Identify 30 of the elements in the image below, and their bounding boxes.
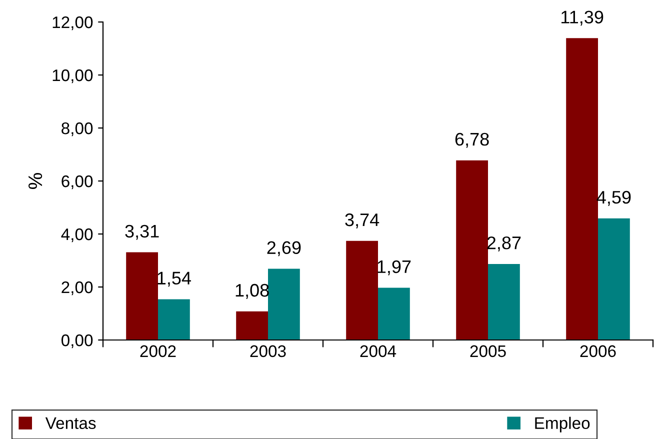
data-label: 3,74 bbox=[345, 213, 380, 228]
bar bbox=[268, 268, 300, 340]
bar bbox=[236, 311, 268, 340]
x-tick-label: 2003 bbox=[250, 345, 286, 358]
y-tick-label: 6,00 bbox=[62, 175, 93, 190]
legend-label: Ventas bbox=[45, 417, 96, 430]
y-tick-label: 4,00 bbox=[61, 228, 93, 242]
x-tick-label: 2005 bbox=[470, 345, 506, 358]
y-tick-label: 2,00 bbox=[62, 281, 93, 296]
bar bbox=[126, 252, 158, 340]
bar bbox=[566, 38, 598, 340]
y-tick-label: 8,00 bbox=[62, 122, 93, 136]
y-tick-label: 0,00 bbox=[61, 334, 93, 348]
bar bbox=[598, 218, 630, 340]
bar bbox=[456, 160, 488, 340]
y-axis-title: % bbox=[28, 173, 42, 189]
bar bbox=[346, 240, 378, 340]
x-tick-label: 2006 bbox=[580, 345, 616, 358]
data-label: 11,39 bbox=[562, 10, 604, 26]
bar bbox=[158, 299, 190, 340]
bar bbox=[488, 264, 520, 340]
y-tick-label: 12,00 bbox=[52, 16, 93, 30]
x-tick-label: 2004 bbox=[360, 345, 396, 358]
data-label: 6,78 bbox=[455, 132, 489, 148]
legend-label: Empleo bbox=[535, 416, 590, 432]
y-tick-label: 10,00 bbox=[52, 69, 93, 84]
data-label: 2,69 bbox=[267, 241, 301, 256]
data-label: 3,31 bbox=[125, 224, 159, 240]
x-tick-label: 2002 bbox=[140, 345, 176, 358]
bar bbox=[378, 288, 410, 340]
